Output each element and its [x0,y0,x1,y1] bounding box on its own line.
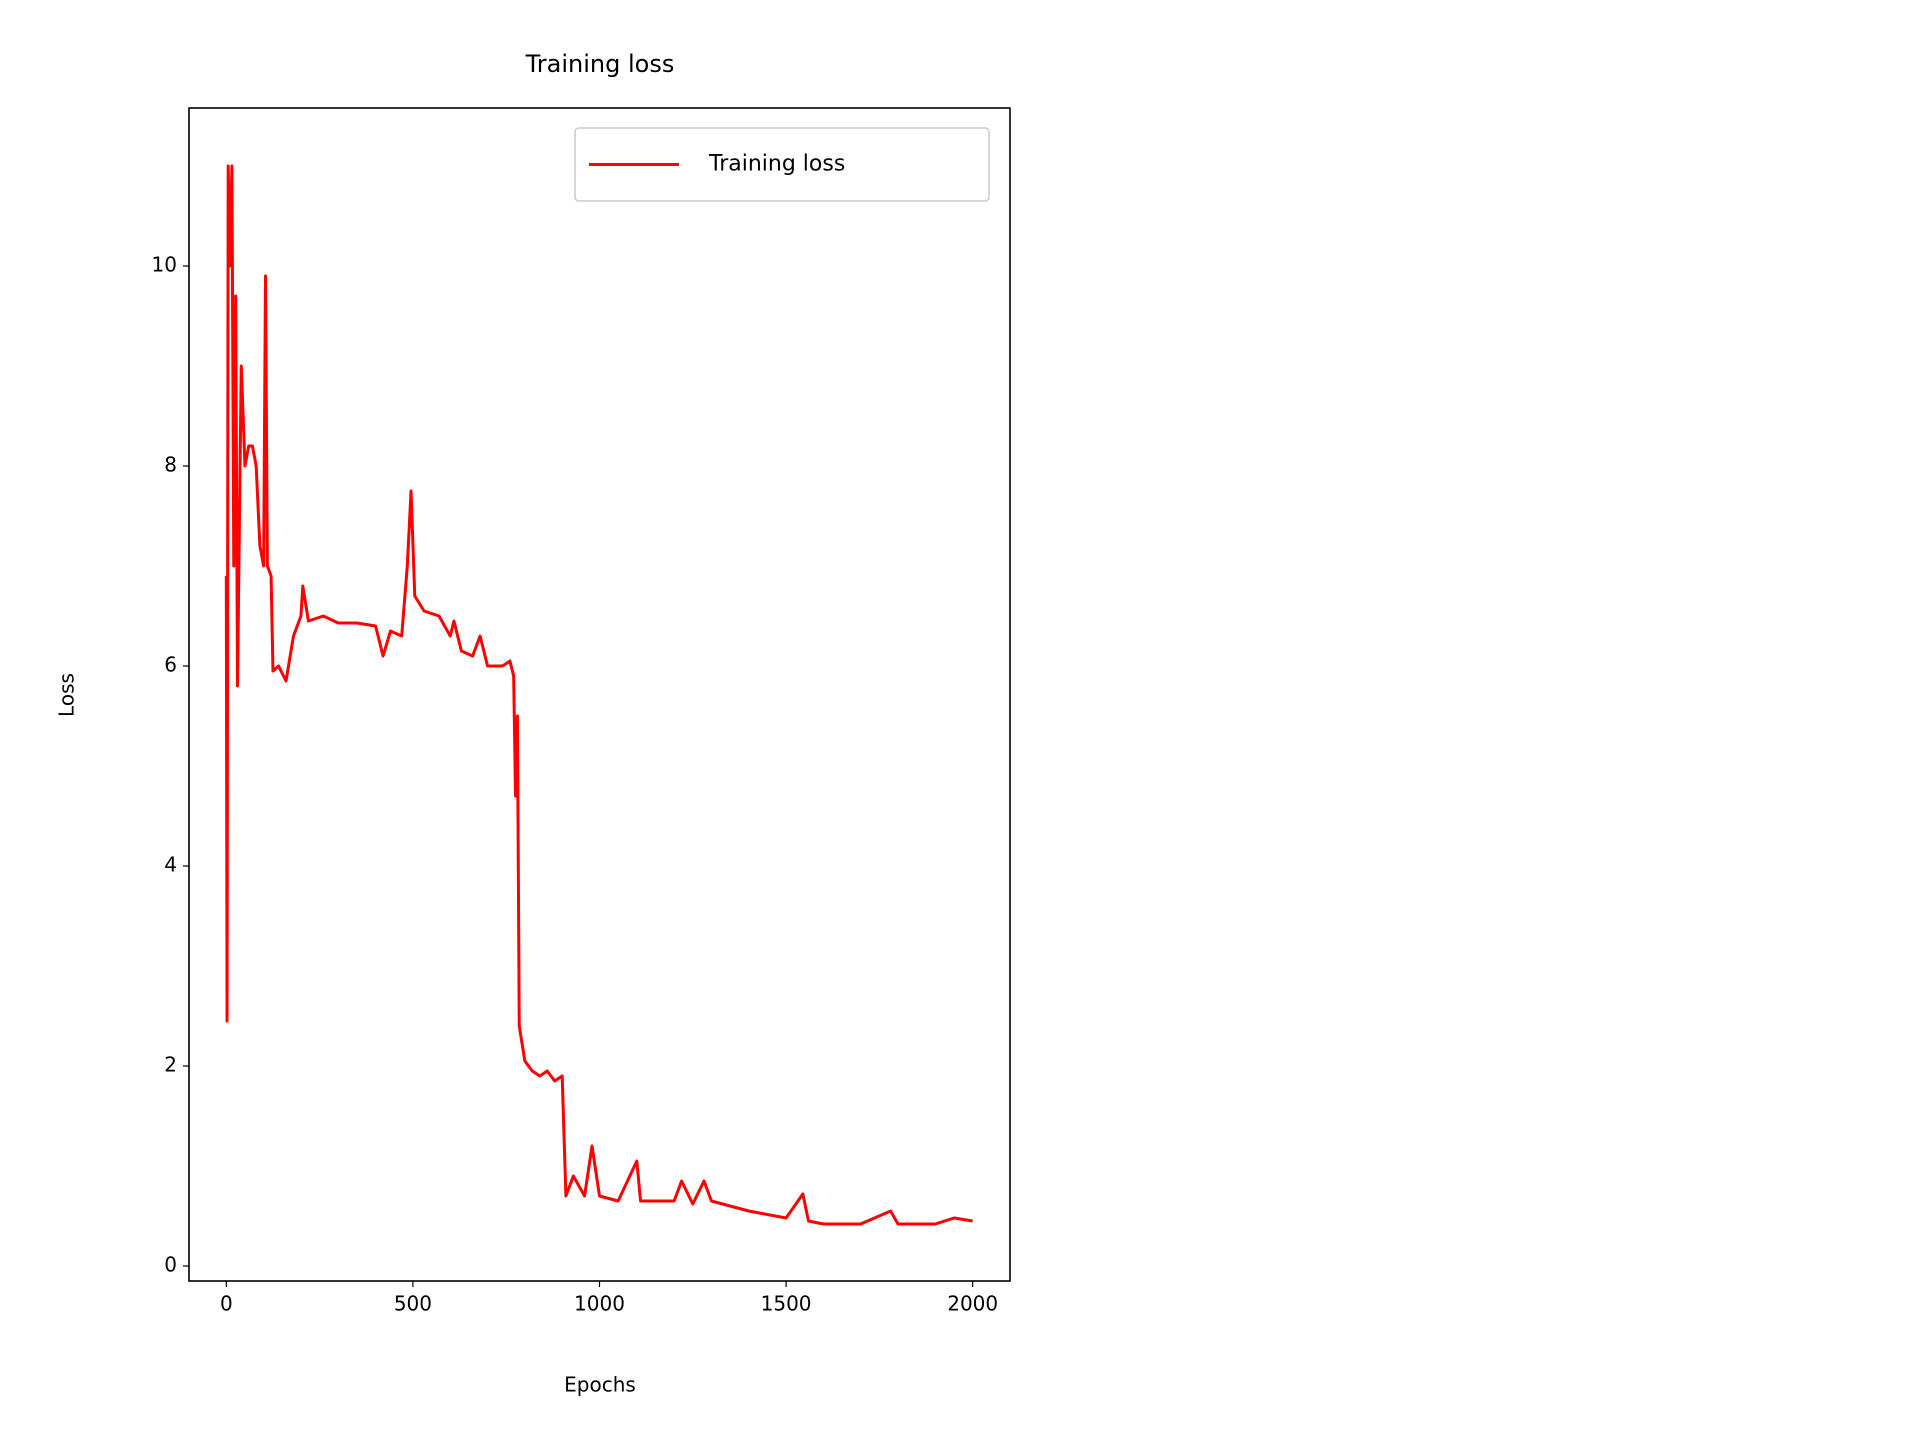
x-tick-label: 2000 [947,1292,998,1316]
x-tick-label: 1000 [574,1292,625,1316]
y-tick-label: 6 [164,653,177,677]
x-axis-label: Epochs [564,1373,636,1397]
legend-label: Training loss [708,152,845,177]
x-tick-label: 0 [220,1292,233,1316]
y-tick-label: 4 [164,853,177,877]
loss-line [224,164,973,1226]
legend-box [574,127,990,202]
y-tick-label: 0 [164,1253,177,1277]
y-axis-label: Loss [55,673,79,717]
x-tick-label: 1500 [761,1292,812,1316]
chart-title: Training loss [525,50,675,78]
x-tick-label: 500 [394,1292,432,1316]
y-tick-label: 10 [152,253,177,277]
plot-frame [188,107,1011,1282]
y-tick-label: 2 [164,1053,177,1077]
y-tick-label: 8 [164,453,177,477]
